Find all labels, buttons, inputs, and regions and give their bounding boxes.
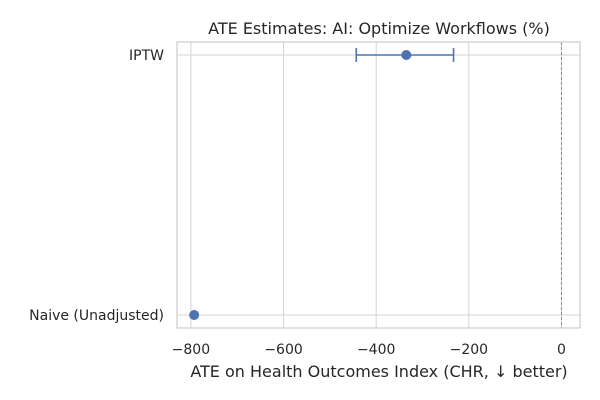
point-estimate	[401, 50, 412, 60]
y-category-label: IPTW	[129, 48, 164, 64]
data-marks	[189, 48, 455, 320]
x-axis-label: ATE on Health Outcomes Index (CHR, ↓ bet…	[190, 362, 567, 381]
y-category-labels: IPTW Naive (Unadjusted)	[29, 48, 164, 324]
chart-title: ATE Estimates: AI: Optimize Workflows (%…	[208, 19, 550, 38]
grid-layer	[177, 42, 580, 328]
x-tick-label: −800	[172, 342, 210, 358]
y-category-label: Naive (Unadjusted)	[29, 308, 164, 324]
x-tick-label: 0	[557, 342, 566, 358]
x-tick-label: −200	[450, 342, 488, 358]
x-tick-labels: −800 −600 −400 −200 0	[172, 342, 566, 358]
plot-frame	[176, 41, 581, 329]
point-estimate	[189, 310, 200, 320]
x-tick-label: −600	[264, 342, 302, 358]
x-tick-label: −400	[357, 342, 395, 358]
